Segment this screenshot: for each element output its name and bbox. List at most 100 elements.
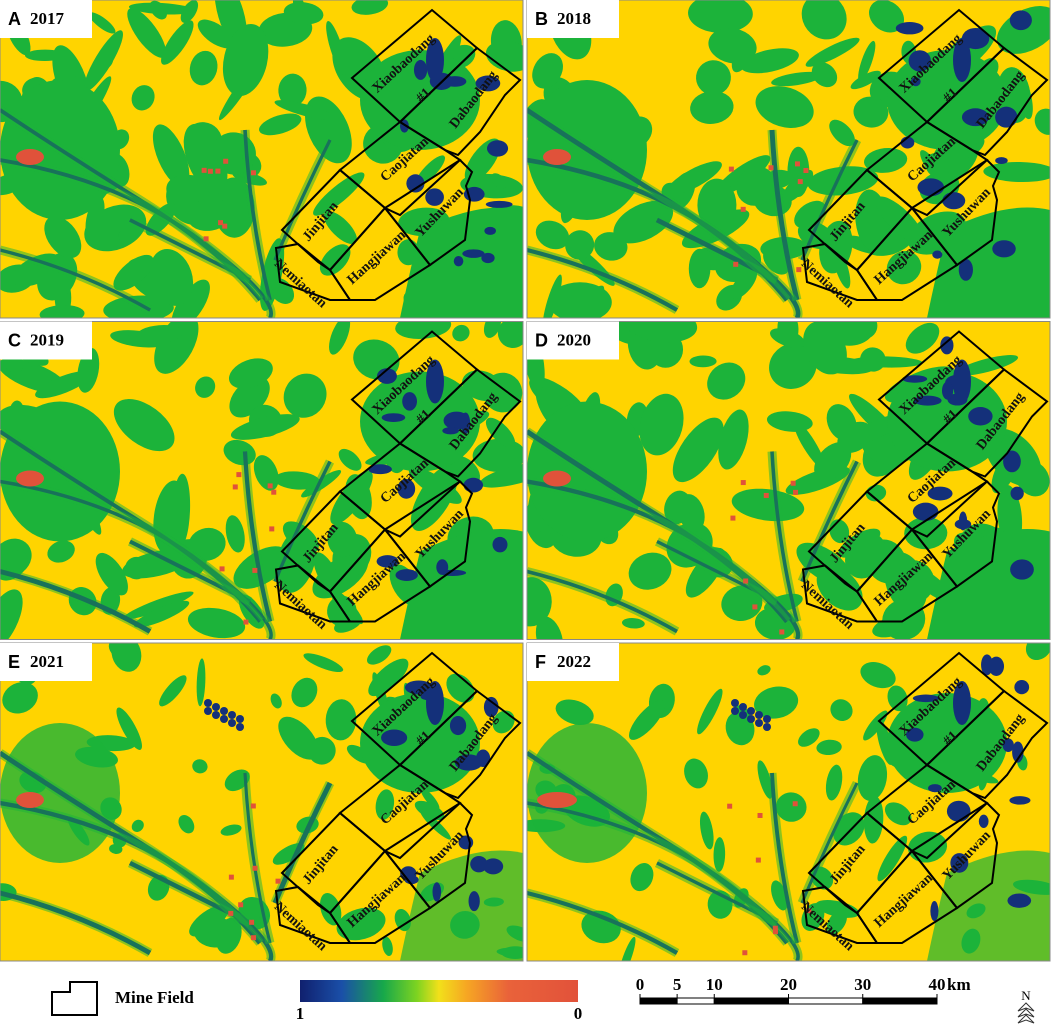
built-up [238,902,244,908]
vegetation-patch [149,0,167,20]
panel-label-box [527,321,619,360]
water-patch [932,250,943,259]
vegetation-patch [672,417,724,483]
vegetation-patch [188,527,226,561]
vegetation-patch [125,556,148,580]
water-patch [1010,486,1024,501]
built-up [228,874,234,880]
built-up [772,925,778,931]
water-patch [442,427,459,435]
scale-segment [713,997,789,1005]
vegetation-patch [815,900,860,918]
pond [763,715,771,723]
water-patch [908,50,931,72]
water-patch [953,359,971,404]
panel-letter: E [8,652,20,672]
water-patch [453,255,464,267]
vegetation-patch [696,60,731,96]
mine-field-boundary [801,564,879,623]
water-patch [902,375,928,383]
pond [731,707,739,715]
water-patch [953,681,971,725]
water-patch [1007,893,1032,908]
water-patch [946,800,971,822]
vegetation-patch [621,618,645,629]
vegetation-patch [690,91,734,124]
panel-border [526,321,1051,640]
vegetation-patch [220,824,242,836]
built-up [730,515,736,521]
vegetation-patch [793,420,825,469]
built-up [207,168,213,174]
vegetation-patch [189,50,218,86]
water-patch [426,359,444,404]
vegetation-patch [2,682,38,714]
vegetation-patch [278,73,307,107]
panel-label-box [0,643,92,681]
built-up [806,908,812,914]
vegetation-patch [215,917,242,954]
vegetation-patch [713,837,726,872]
water-patch [460,412,471,434]
vegetation-patch [731,41,753,73]
panel-letter: A [8,9,21,29]
built-up [223,158,229,164]
water-patch [995,157,1008,165]
vegetation-patch [857,755,888,801]
vegetation-patch [816,739,842,756]
built-up [271,489,277,495]
water-patch [368,464,392,475]
pond [228,711,236,719]
river-bank [127,858,253,928]
water-patch [462,249,485,258]
water-patch [941,381,954,400]
pond [747,715,755,723]
vegetation-patch [803,321,847,375]
river-bank [127,215,253,285]
water-patch [954,519,972,530]
vegetation-patch [366,645,392,665]
vegetation-patch [189,904,229,937]
colorbar-max: 1 [296,1004,305,1023]
water-patch [402,392,418,411]
vegetation-patch [303,653,344,673]
vegetation-patch [1015,460,1050,497]
north-arrow: N [1017,988,1035,1024]
vegetation-patch [877,835,908,882]
river-bank [240,451,275,623]
water-patch [475,75,501,92]
vegetation-patch [375,789,395,820]
vegetation-patch [730,268,758,299]
panels: Xiaobaodang#1 DabaodangCaojiatanYushuwanJ… [0,0,1051,962]
vegetation-patch [123,591,194,620]
built-up [16,470,44,487]
vegetation-area [927,207,1050,318]
mine-field-boundary [383,480,474,588]
vegetation-patch [639,393,684,456]
vegetation-patch [225,515,245,553]
vegetation-patch [283,2,324,25]
built-up [232,484,238,490]
map-raster: Xiaobaodang#1 DabaodangCaojiatanYushuwanJ… [0,321,523,640]
mine-field-boundary [383,158,474,267]
panel-border [526,0,1051,319]
vegetation-patch [178,814,195,834]
vegetation-patch [283,373,327,418]
scale-tick-label: 5 [673,975,682,994]
vegetation-patch [814,442,852,481]
water-patch [381,729,408,746]
vegetation-patch [479,462,523,488]
vegetation-patch [192,759,208,774]
vegetation-patch [118,228,140,243]
built-up [772,929,778,935]
river-bank [654,537,780,606]
mine-field-boundary [801,885,879,944]
vegetation-patch [44,216,82,259]
vegetation-patch [395,321,452,340]
vegetation-patch [532,53,563,89]
vegetation-patch [718,409,749,470]
vegetation-patch [755,86,814,128]
vegetation-patch [492,710,515,734]
pond [731,699,739,707]
vegetation-patch [920,150,941,179]
